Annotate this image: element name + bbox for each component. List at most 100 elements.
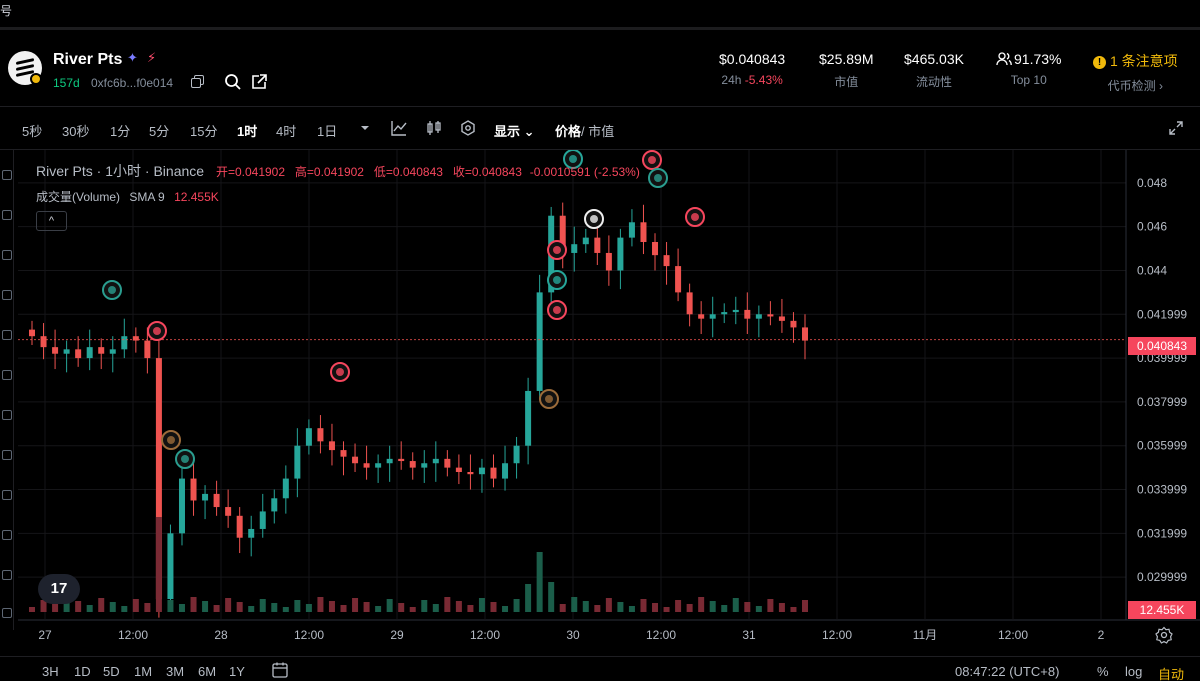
clock-readout[interactable]: 08:47:22 (UTC+8) [955,664,1060,679]
volume-bar [455,601,462,612]
volume-bar [640,599,647,612]
candle-body [778,316,785,321]
candle-body [686,292,693,315]
candle-body [790,320,797,328]
market-cap-label: 市值 [834,75,859,89]
candle-body [744,309,751,319]
legend-collapse-button[interactable]: ^ [36,211,67,231]
volume-bar [236,602,243,612]
candle-body [559,215,566,253]
candle-body [340,450,347,457]
fib-tool-icon[interactable] [2,250,12,260]
range-1d[interactable]: 1D [74,664,91,679]
candle-body [63,349,70,354]
visibility-tool-icon[interactable] [2,570,12,580]
price-mcap-toggle[interactable]: 价格/ 市值 [555,121,614,140]
volume-bar [421,600,428,612]
search-icon[interactable] [224,73,242,91]
timeframe-1m[interactable]: 1分 [110,124,131,139]
crosshair-tool-icon[interactable] [2,170,12,180]
settings-hexagon-icon[interactable] [459,119,477,137]
gear-icon[interactable] [1155,626,1173,644]
timeframe-1h[interactable]: 1时 [237,124,258,139]
timeframe-4h[interactable]: 4时 [276,124,297,139]
volume-bar [271,603,278,612]
brush-tool-icon[interactable] [2,330,12,340]
event-marker-dot [569,155,577,163]
last-price-tag: 0.040843 [1128,337,1196,355]
alert-text: 1 条注意项 [1110,53,1178,69]
candle-body [721,312,728,315]
timeframe-5s[interactable]: 5秒 [22,124,43,139]
x-tick-label: 12:00 [470,628,500,642]
copy-icon[interactable] [191,75,204,88]
range-3h[interactable]: 3H [42,664,59,679]
timeframe-dropdown-icon[interactable] [356,119,374,137]
log-toggle[interactable]: log [1125,664,1143,679]
indicator-icon[interactable] [390,119,408,137]
candle-body [328,441,335,451]
volume-bar [167,600,174,612]
trendline-tool-icon[interactable] [2,210,12,220]
auto-scale-toggle[interactable]: 自动 [1158,667,1185,681]
text-tool-icon[interactable] [2,370,12,380]
y-tick-label: 0.046 [1137,220,1167,234]
volume-bar [409,607,416,612]
range-6m[interactable]: 6M [198,664,217,679]
candle-body [652,242,659,256]
display-menu[interactable]: 显示 ⌄ [494,121,535,140]
candle-body [225,507,232,516]
range-5d[interactable]: 5D [103,664,120,679]
zoom-tool-icon[interactable] [2,450,12,460]
magnet-tool-icon[interactable] [2,490,12,500]
volume-bar [778,603,785,612]
event-marker-dot [153,327,161,335]
tradingview-logo[interactable]: 17 [38,574,80,604]
timeframe-1d[interactable]: 1日 [317,124,338,139]
x-tick-label: 11月 [913,628,937,642]
volume-bar [178,604,185,612]
pattern-tool-icon[interactable] [2,290,12,300]
candle-body [248,528,255,538]
candle-body [29,329,35,337]
candle-body [617,237,624,271]
current-price: $0.040843 [719,51,786,67]
range-3m[interactable]: 3M [166,664,185,679]
candle-body [40,336,47,348]
event-marker-dot [553,246,561,254]
calendar-icon[interactable] [271,661,289,679]
volume-label: 成交量(Volume) [36,190,121,204]
timeframe-5m[interactable]: 5分 [149,124,170,139]
volume-bar [536,552,543,612]
candlestick-chart[interactable]: 0.0480.0460.0440.0419990.0399990.0379990… [0,150,1200,656]
event-marker-dot [691,213,699,221]
x-tick-label: 2 [1098,628,1105,642]
x-tick-label: 12:00 [822,628,852,642]
range-1m[interactable]: 1M [134,664,153,679]
volume-bar [63,597,70,612]
volume-bar [121,606,128,612]
fullscreen-icon[interactable] [1167,119,1185,137]
measure-tool-icon[interactable] [2,410,12,420]
x-tick-label: 12:00 [294,628,324,642]
collapse-rail-icon[interactable] [2,608,12,618]
lock-tool-icon[interactable] [2,530,12,540]
volume-bar [490,602,497,612]
volume-bar [721,605,728,612]
token-age: 157d [53,76,80,90]
percent-toggle[interactable]: % [1097,664,1109,679]
token-alert[interactable]: ! 1 条注意项 代币检测 › [1093,51,1178,94]
share-icon[interactable] [250,73,268,91]
top-strip-text: 号 [0,4,13,18]
market-cap-stat: $25.89M 市值 [819,51,873,90]
candle-body [675,266,682,293]
volume-bar [525,584,532,612]
range-1y[interactable]: 1Y [229,664,245,679]
candle-type-icon[interactable] [425,119,443,137]
timeframe-30s[interactable]: 30秒 [62,124,90,139]
candle-body [363,463,370,468]
timeframe-15m[interactable]: 15分 [190,124,218,139]
volume-bar [686,604,693,612]
sma-label: SMA 9 [129,190,165,204]
chart-toolbar: 5秒 30秒 1分 5分 15分 1时 4时 1日 显示 ⌄ 价格/ 市值 [0,106,1200,150]
